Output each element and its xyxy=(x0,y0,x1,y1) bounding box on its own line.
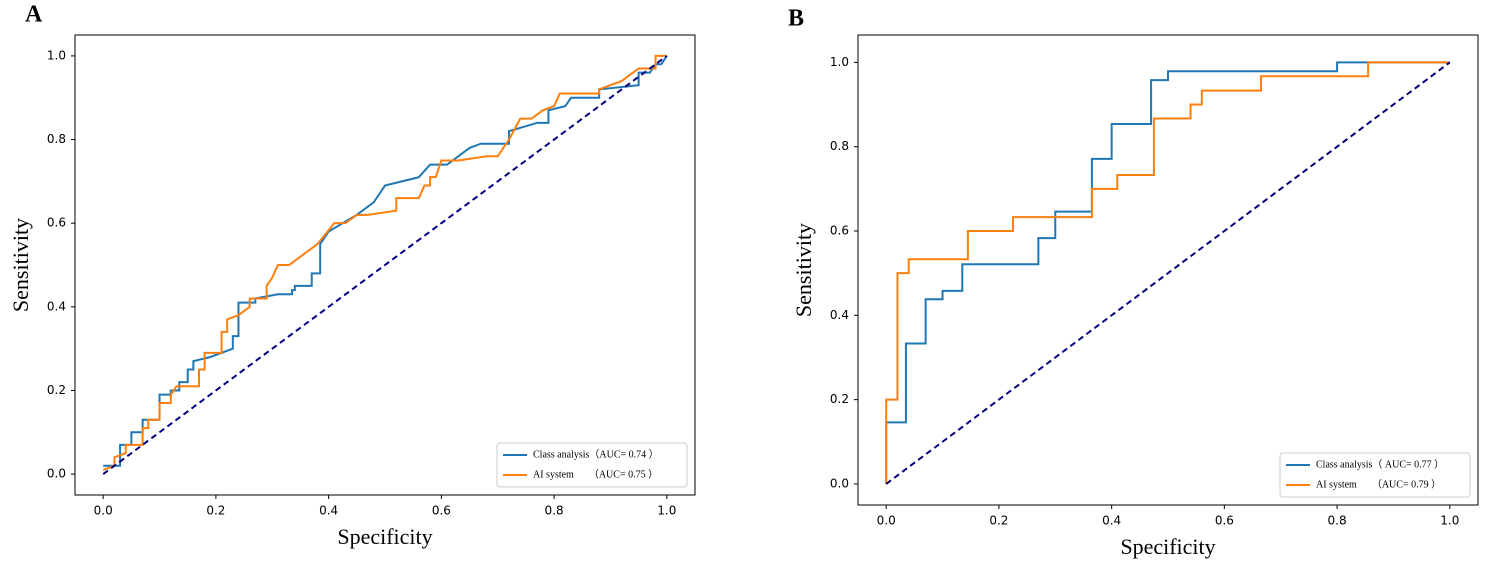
y-tick-label: 0.2 xyxy=(830,392,849,406)
x-tick-label: 0.8 xyxy=(545,504,564,518)
x-axis-label: Specificity xyxy=(337,524,432,549)
legend-label: Class analysis（AUC= 0.74 ） xyxy=(533,448,659,460)
plot-frame xyxy=(74,34,696,496)
x-tick-label: 1.0 xyxy=(657,504,676,518)
y-tick-label: 0.0 xyxy=(47,467,66,481)
x-tick-label: 0.0 xyxy=(877,514,896,528)
legend-label: Class analysis（ AUC= 0.77 ） xyxy=(1316,458,1444,470)
y-tick-label: 0.8 xyxy=(47,132,66,146)
y-tick-label: 0.4 xyxy=(830,308,849,322)
y-axis-label: Sensitivity xyxy=(8,218,33,312)
legend-label: AI system （AUC= 0.75 ） xyxy=(533,468,658,480)
roc-line xyxy=(102,54,667,471)
x-tick-label: 0.4 xyxy=(319,504,338,518)
reference-line xyxy=(102,55,668,475)
x-tick-label: 0.6 xyxy=(1215,514,1234,528)
reference-line xyxy=(885,61,1451,485)
x-tick-label: 0.0 xyxy=(94,504,113,518)
legend-box xyxy=(496,442,688,488)
y-tick-label: 0.8 xyxy=(830,139,849,153)
legend-label: AI system （AUC= 0.79 ） xyxy=(1316,478,1441,490)
y-axis-label: Sensitivity xyxy=(791,223,816,317)
roc-line xyxy=(885,61,1450,484)
x-axis-label: Specificity xyxy=(1120,534,1215,559)
y-tick-label: 0.6 xyxy=(47,216,66,230)
roc-line xyxy=(103,55,668,467)
y-tick-label: 0.4 xyxy=(47,299,66,313)
y-tick-label: 0.0 xyxy=(830,476,849,490)
x-tick-label: 0.6 xyxy=(432,504,451,518)
x-tick-label: 0.8 xyxy=(1328,514,1347,528)
x-tick-label: 0.2 xyxy=(989,514,1008,528)
panel-label: A xyxy=(25,2,43,28)
y-tick-label: 0.2 xyxy=(47,383,66,397)
y-tick-label: 1.0 xyxy=(830,55,849,69)
y-tick-label: 1.0 xyxy=(47,48,66,62)
panel-label: B xyxy=(788,6,804,32)
y-tick-label: 0.6 xyxy=(830,224,849,238)
x-tick-label: 0.4 xyxy=(1102,514,1121,528)
roc-line xyxy=(885,61,1450,484)
plot-frame xyxy=(857,34,1479,506)
x-tick-label: 1.0 xyxy=(1440,514,1459,528)
x-tick-label: 0.2 xyxy=(206,504,225,518)
legend-box xyxy=(1279,452,1471,498)
